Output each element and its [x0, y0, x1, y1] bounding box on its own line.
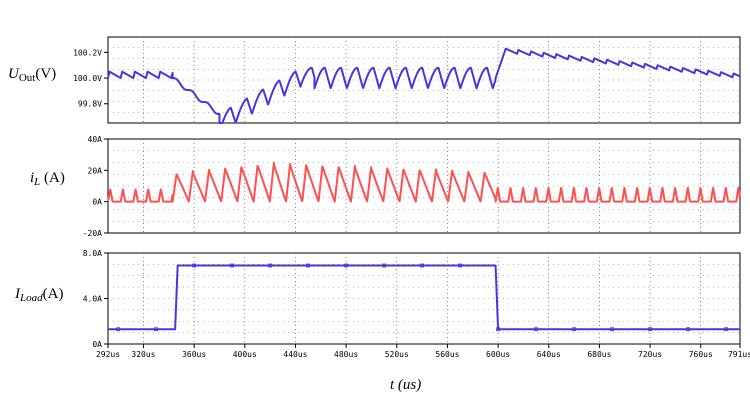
iload-marker [572, 327, 576, 332]
iload-marker [420, 263, 425, 268]
uout-trace [107, 47, 741, 124]
iload-marker [496, 327, 500, 332]
x-tick-label: 680us [587, 350, 611, 359]
x-tick-label: 640us [537, 350, 561, 359]
uout-ytick-label: 99.8V [78, 100, 102, 109]
iload-marker [230, 263, 235, 268]
uout-ytick-label: 100.2V [73, 48, 102, 57]
iload-axis-label: ILoad(A) [14, 286, 63, 304]
x-tick-label: 791us [728, 350, 750, 359]
iload-marker [686, 327, 690, 332]
uout-axis-label: UOut(V) [8, 66, 56, 84]
il-ytick-label: 20A [88, 166, 103, 175]
il-ytick-label: 40A [88, 135, 103, 144]
x-tick-label: 600us [486, 350, 510, 359]
iload-marker [648, 327, 652, 332]
iload-marker [724, 327, 728, 332]
il-axis-label: iL (A) [30, 170, 65, 188]
x-tick-label: 480us [334, 350, 358, 359]
iload-marker [192, 263, 197, 268]
x-tick-label: 292us [96, 350, 120, 359]
iload-marker [458, 263, 462, 268]
iload-marker [382, 263, 387, 268]
x-axis-label: t (us) [390, 377, 421, 393]
il-ytick-label: 0A [92, 198, 102, 207]
uout-ytick-label: 100.0V [73, 74, 102, 83]
uout-panel: 100.2V 100.0V 99.8V [73, 36, 741, 124]
iload-marker [306, 263, 311, 268]
iload-marker [344, 263, 349, 268]
x-tick-label: 560us [435, 350, 459, 359]
iload-ytick-label: 8.0A [83, 249, 102, 258]
iload-trace [108, 264, 740, 331]
iload-marker [610, 327, 614, 332]
iload-marker [154, 327, 159, 332]
x-tick-label: 400us [233, 350, 257, 359]
x-tick-label: 440us [283, 350, 307, 359]
il-trace [107, 161, 741, 203]
il-ytick-label: -20A [83, 229, 102, 238]
x-tick-label: 320us [131, 350, 155, 359]
x-axis-ticks: 292us 320us 360us 400us 440us 480us 520us 560us… [96, 344, 750, 359]
x-tick-label: 760us [689, 350, 713, 359]
iload-marker [534, 327, 538, 332]
il-panel: 40A 20A 0A -20A [83, 135, 741, 238]
iload-marker [116, 327, 121, 332]
iload-marker [268, 263, 273, 268]
iload-ytick-label: 0A [92, 340, 102, 349]
iload-ytick-label: 4.0A [83, 295, 102, 304]
x-tick-label: 720us [638, 350, 662, 359]
x-tick-label: 520us [385, 350, 409, 359]
x-tick-label: 360us [182, 350, 206, 359]
iload-panel: 8.0A 4.0A 0A [83, 249, 741, 349]
